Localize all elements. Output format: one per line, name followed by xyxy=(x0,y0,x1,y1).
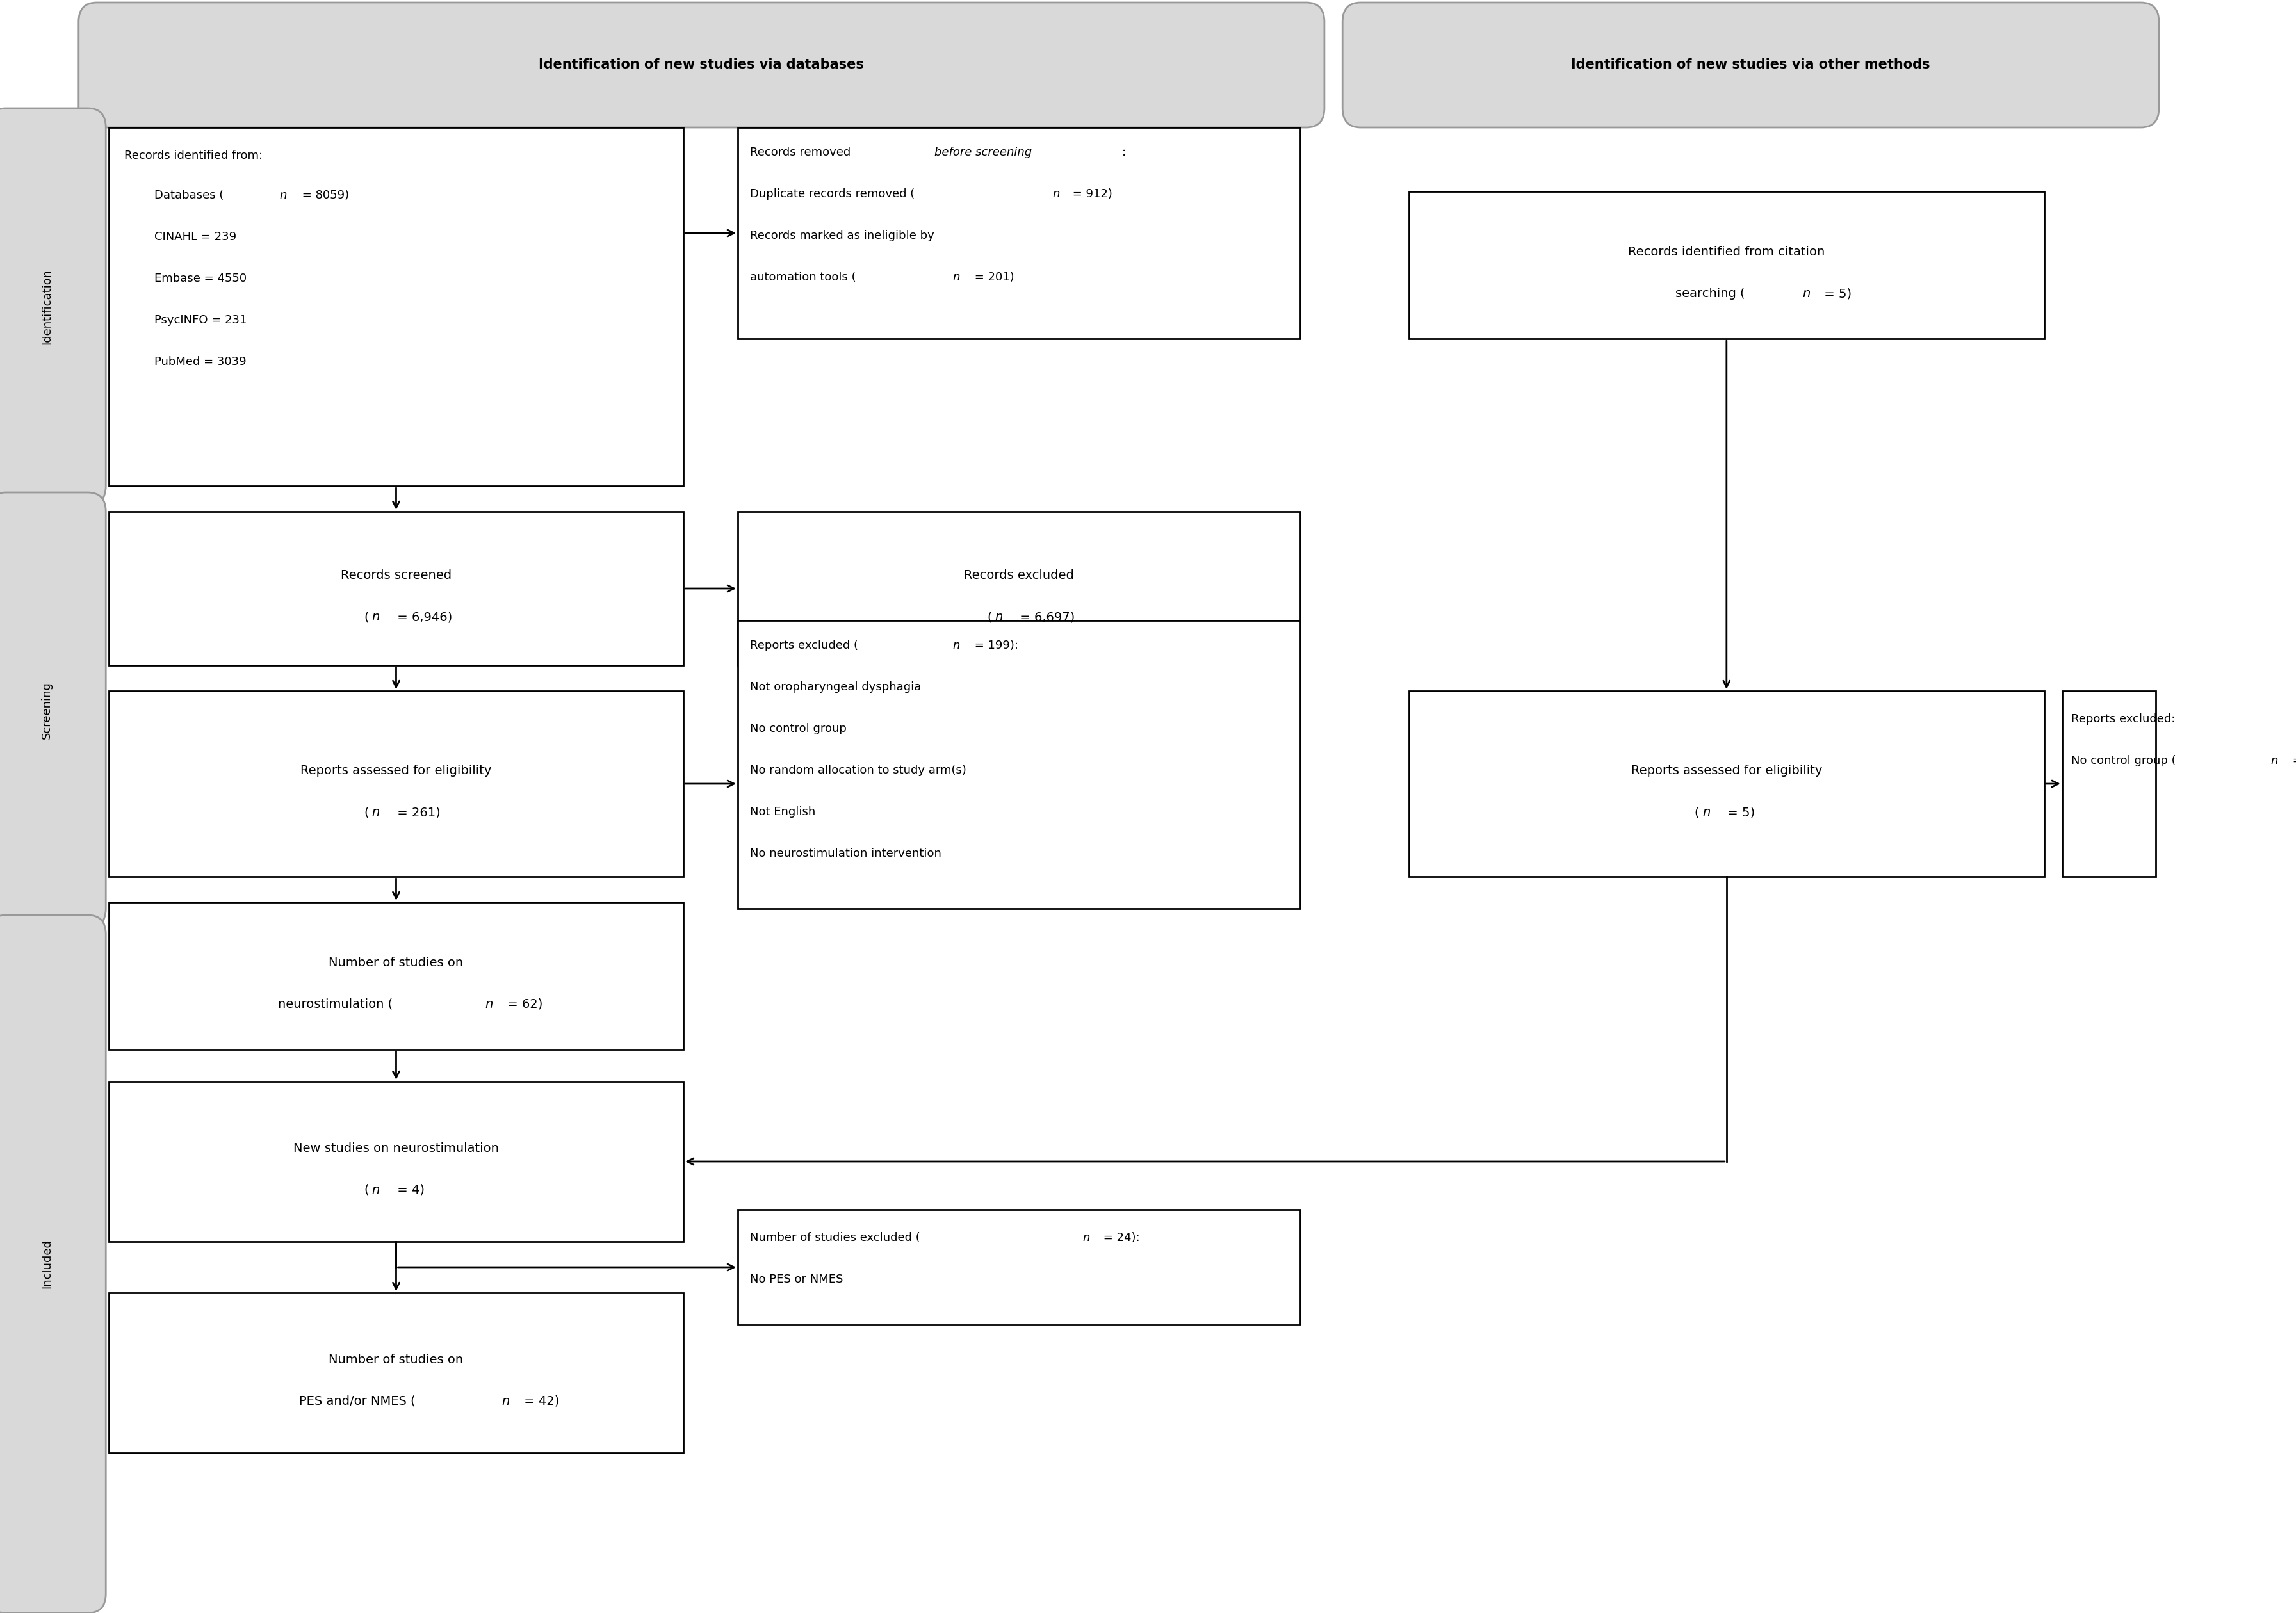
Text: Included: Included xyxy=(41,1239,53,1289)
FancyBboxPatch shape xyxy=(78,3,1325,127)
FancyBboxPatch shape xyxy=(0,492,106,927)
Text: automation tools (: automation tools ( xyxy=(751,271,856,282)
Text: PES and/or NMES (: PES and/or NMES ( xyxy=(298,1395,416,1408)
Text: (: ( xyxy=(1694,806,1699,818)
Text: n: n xyxy=(994,611,1003,623)
Text: Duplicate records removed (: Duplicate records removed ( xyxy=(751,189,914,200)
Text: PsycINFO = 231: PsycINFO = 231 xyxy=(154,315,246,326)
FancyBboxPatch shape xyxy=(1410,690,2043,876)
Text: = 62): = 62) xyxy=(503,998,542,1010)
Text: (: ( xyxy=(987,611,992,623)
FancyBboxPatch shape xyxy=(108,511,684,665)
FancyBboxPatch shape xyxy=(737,621,1300,908)
Text: neurostimulation (: neurostimulation ( xyxy=(278,998,393,1010)
Text: n: n xyxy=(503,1395,510,1408)
Text: n: n xyxy=(1081,1232,1091,1244)
Text: = 6,697): = 6,697) xyxy=(1015,611,1075,623)
Text: Records screened: Records screened xyxy=(340,569,452,581)
FancyBboxPatch shape xyxy=(0,108,106,505)
Text: before screening: before screening xyxy=(934,147,1031,158)
Text: Identification of new studies via databases: Identification of new studies via databa… xyxy=(540,58,863,71)
Text: = 201): = 201) xyxy=(971,271,1015,282)
Text: n: n xyxy=(953,271,960,282)
Text: n: n xyxy=(280,190,287,202)
Text: No random allocation to study arm(s): No random allocation to study arm(s) xyxy=(751,765,967,776)
Text: = 261): = 261) xyxy=(393,806,441,818)
Text: Records removed: Records removed xyxy=(751,147,854,158)
Text: n: n xyxy=(1701,806,1711,818)
FancyBboxPatch shape xyxy=(2062,690,2156,876)
Text: PubMed = 3039: PubMed = 3039 xyxy=(154,356,246,368)
Text: = 42): = 42) xyxy=(521,1395,560,1408)
FancyBboxPatch shape xyxy=(108,902,684,1050)
Text: n: n xyxy=(372,1184,379,1197)
Text: n: n xyxy=(1802,287,1809,300)
FancyBboxPatch shape xyxy=(737,511,1300,665)
Text: Not oropharyngeal dysphagia: Not oropharyngeal dysphagia xyxy=(751,681,921,694)
FancyBboxPatch shape xyxy=(108,127,684,486)
FancyBboxPatch shape xyxy=(108,690,684,876)
Text: = 199):: = 199): xyxy=(971,640,1017,652)
Text: n: n xyxy=(953,640,960,652)
FancyBboxPatch shape xyxy=(737,127,1300,339)
Text: n: n xyxy=(484,998,494,1010)
FancyBboxPatch shape xyxy=(108,1082,684,1242)
Text: Identification: Identification xyxy=(41,269,53,345)
Text: Not English: Not English xyxy=(751,806,815,818)
Text: Records identified from:: Records identified from: xyxy=(124,150,262,161)
Text: n: n xyxy=(2271,755,2278,766)
Text: No control group: No control group xyxy=(751,723,847,734)
Text: Databases (: Databases ( xyxy=(154,190,223,202)
Text: Records excluded: Records excluded xyxy=(964,569,1075,581)
Text: :: : xyxy=(1123,147,1125,158)
Text: Records marked as ineligible by: Records marked as ineligible by xyxy=(751,231,934,242)
FancyBboxPatch shape xyxy=(1343,3,2158,127)
Text: (: ( xyxy=(365,611,370,623)
Text: Number of studies on: Number of studies on xyxy=(328,1353,464,1366)
Text: Reports assessed for eligibility: Reports assessed for eligibility xyxy=(1630,765,1823,777)
Text: = 24):: = 24): xyxy=(1100,1232,1139,1244)
FancyBboxPatch shape xyxy=(108,1294,684,1453)
Text: No PES or NMES: No PES or NMES xyxy=(751,1274,843,1286)
Text: Reports excluded (: Reports excluded ( xyxy=(751,640,859,652)
FancyBboxPatch shape xyxy=(737,1210,1300,1324)
Text: (: ( xyxy=(365,806,370,818)
Text: = 1): = 1) xyxy=(2289,755,2296,766)
FancyBboxPatch shape xyxy=(1410,192,2043,339)
Text: No control group (: No control group ( xyxy=(2071,755,2177,766)
Text: Number of studies on: Number of studies on xyxy=(328,957,464,969)
Text: n: n xyxy=(1052,189,1058,200)
Text: Records identified from citation: Records identified from citation xyxy=(1628,245,1825,258)
Text: New studies on neurostimulation: New studies on neurostimulation xyxy=(294,1142,498,1155)
Text: No neurostimulation intervention: No neurostimulation intervention xyxy=(751,848,941,860)
Text: Reports excluded:: Reports excluded: xyxy=(2071,713,2174,724)
Text: Number of studies excluded (: Number of studies excluded ( xyxy=(751,1232,921,1244)
Text: = 5): = 5) xyxy=(1821,287,1853,300)
Text: = 5): = 5) xyxy=(1724,806,1754,818)
Text: = 6,946): = 6,946) xyxy=(393,611,452,623)
Text: CINAHL = 239: CINAHL = 239 xyxy=(154,231,236,242)
Text: (: ( xyxy=(365,1184,370,1197)
Text: Reports assessed for eligibility: Reports assessed for eligibility xyxy=(301,765,491,777)
Text: = 8059): = 8059) xyxy=(298,190,349,202)
Text: Identification of new studies via other methods: Identification of new studies via other … xyxy=(1570,58,1931,71)
Text: Embase = 4550: Embase = 4550 xyxy=(154,273,246,284)
Text: = 4): = 4) xyxy=(393,1184,425,1197)
Text: n: n xyxy=(372,611,379,623)
Text: = 912): = 912) xyxy=(1070,189,1114,200)
Text: searching (: searching ( xyxy=(1676,287,1745,300)
FancyBboxPatch shape xyxy=(0,915,106,1613)
Text: n: n xyxy=(372,806,379,818)
Text: Screening: Screening xyxy=(41,681,53,739)
